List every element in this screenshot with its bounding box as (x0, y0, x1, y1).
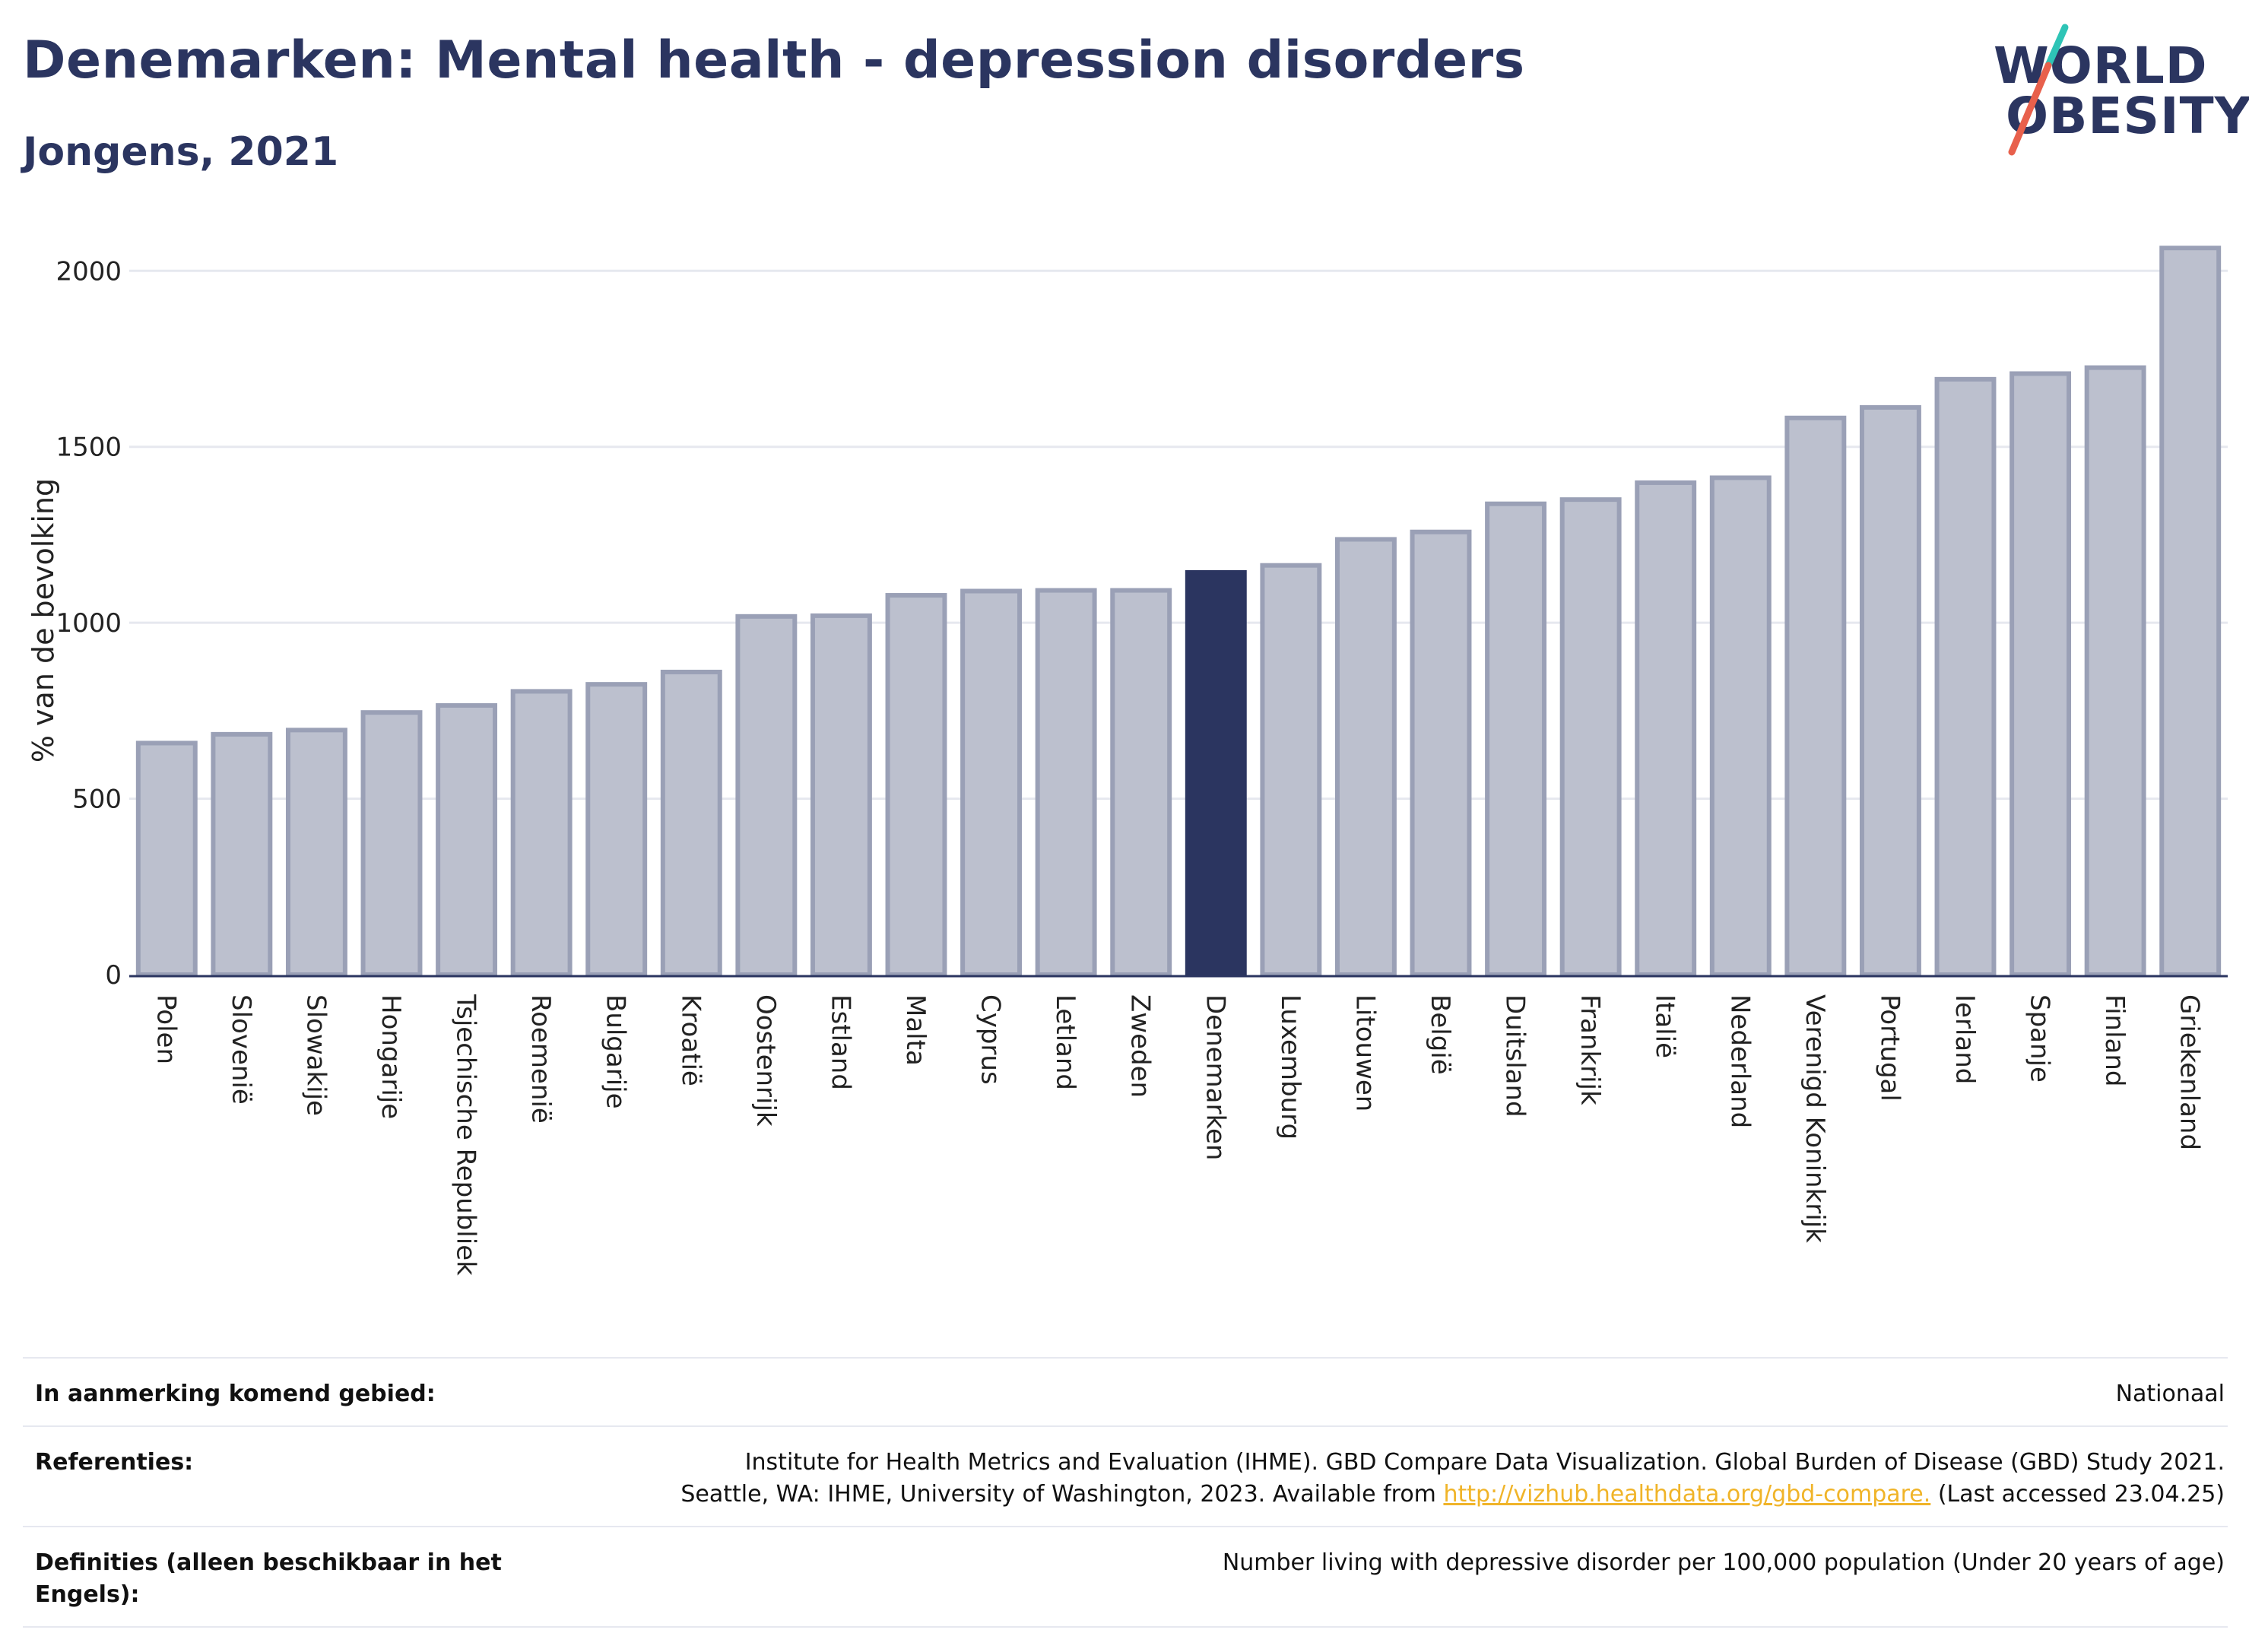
world-obesity-logo: WORLD OBESITY (1977, 23, 2249, 160)
bar (211, 731, 273, 978)
x-tick-label: Slovenië (226, 994, 256, 1105)
x-tick-label: Letland (1050, 994, 1080, 1090)
x-tick-label: Zweden (1125, 994, 1156, 1098)
bar (1559, 497, 1622, 977)
x-tick-label: Griekenland (2174, 994, 2205, 1150)
bar (660, 669, 722, 977)
x-tick-label: Slowakije (300, 994, 331, 1116)
x-tick-label: Finland (2099, 994, 2130, 1087)
info-table: In aanmerking komend gebied: Nationaal R… (23, 1357, 2228, 1628)
x-tick-label: Portugal (1874, 994, 1905, 1102)
bar (135, 740, 198, 977)
reference-accessed: (Last accessed 23.04.25) (1930, 1481, 2225, 1508)
bar (1709, 475, 1772, 977)
reference-link[interactable]: http://vizhub.healthdata.org/gbd-compare… (1443, 1481, 1931, 1508)
bar (1110, 588, 1172, 977)
x-tick-label: Frankrijk (1575, 994, 1605, 1105)
bar (810, 613, 872, 978)
y-tick-label: 1000 (56, 608, 122, 639)
x-tick-label: Estland (825, 994, 855, 1090)
x-tick-label: Duitsland (1500, 994, 1531, 1118)
x-tick-label: Cyprus (975, 994, 1006, 1085)
x-axis-labels: Polen Slovenië Slowakije Hongarije Tsjechisc… (151, 994, 2204, 1276)
bar (510, 689, 573, 978)
bar (735, 614, 798, 977)
x-tick-label: Polen (151, 994, 181, 1064)
y-tick-label: 500 (72, 785, 122, 815)
chart-title: Denemarken: Mental health - depression d… (23, 30, 1525, 90)
x-tick-label: Roemenië (525, 994, 556, 1124)
bar (1635, 480, 1697, 977)
info-row-area: In aanmerking komend gebied: Nationaal (23, 1357, 2228, 1427)
x-tick-label: Oostenrijk (750, 994, 781, 1127)
info-value-definitions: Number living with depressive disorder p… (525, 1526, 2228, 1628)
bar (285, 728, 347, 977)
y-tick-label: 2000 (56, 256, 122, 287)
info-key-area: In aanmerking komend gebied: (23, 1357, 525, 1427)
x-tick-label: Denemarken (1200, 994, 1230, 1160)
x-tick-label: Malta (900, 994, 931, 1066)
y-tick-label: 0 (105, 960, 122, 991)
x-tick-label: Nederland (1724, 994, 1755, 1128)
bar (1035, 588, 1097, 977)
bar (1859, 404, 1921, 978)
info-key-references: Referenties: (23, 1425, 525, 1527)
bar (2159, 246, 2222, 977)
reference-text-line2: Seattle, WA: IHME, University of Washing… (680, 1481, 1444, 1508)
bar (2084, 365, 2146, 978)
x-tick-label: Ierland (1949, 994, 1980, 1084)
bar (360, 710, 423, 978)
bar (1485, 501, 1547, 977)
x-tick-label: Tsjechische Republiek (451, 994, 481, 1276)
x-tick-label: Kroatië (675, 994, 706, 1086)
info-key-definitions: Definities (alleen beschikbaar in het En… (23, 1526, 525, 1628)
logo-text-world: WORLD (1994, 36, 2208, 95)
bar (1410, 529, 1472, 977)
bar (885, 593, 947, 977)
x-tick-label: Spanje (2025, 994, 2055, 1083)
y-tick-label: 1500 (56, 433, 122, 463)
bar (1934, 376, 1997, 978)
bar (1784, 415, 1847, 977)
x-tick-label: Litouwen (1350, 994, 1380, 1111)
logo-text-obesity: OBESITY (2006, 87, 2249, 145)
x-tick-label: Hongarije (376, 994, 406, 1119)
bars (135, 246, 2222, 978)
bar-chart: 0 500 1000 1500 2000 Polen Slovenië Slowakije H… (27, 246, 2228, 1276)
bar (2010, 371, 2072, 977)
x-tick-label: Verenigd Koninkrijk (1800, 994, 1830, 1243)
bar (1260, 563, 1322, 977)
bar (585, 682, 648, 978)
logo-slash-icon (2008, 24, 2069, 156)
x-tick-label: Luxemburg (1275, 994, 1305, 1140)
x-tick-label: Bulgarije (601, 994, 631, 1109)
chart-subtitle: Jongens, 2021 (23, 129, 339, 175)
info-value-area: Nationaal (525, 1357, 2228, 1427)
x-tick-label: Italië (1650, 994, 1680, 1058)
bar (1334, 537, 1397, 977)
info-value-references: Institute for Health Metrics and Evaluat… (525, 1425, 2228, 1527)
reference-text-line1: Institute for Health Metrics and Evaluat… (744, 1449, 2225, 1476)
y-axis-ticks: 0 500 1000 1500 2000 (56, 256, 122, 991)
bar (960, 588, 1023, 977)
bar-highlighted (1185, 569, 1247, 977)
y-axis-title: % van de bevolking (27, 478, 60, 763)
bar (436, 702, 498, 978)
info-row-references: Referenties: Institute for Health Metric… (23, 1425, 2228, 1527)
info-row-definitions: Definities (alleen beschikbaar in het En… (23, 1526, 2228, 1628)
x-tick-label: België (1425, 994, 1455, 1075)
